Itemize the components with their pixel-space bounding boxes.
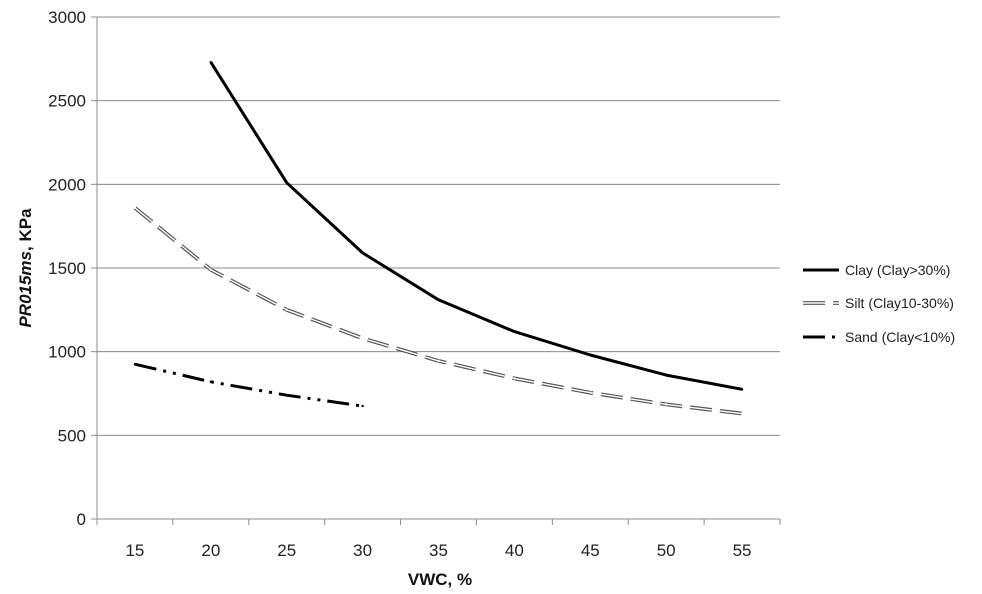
data-point	[664, 403, 668, 406]
data-point	[209, 268, 213, 271]
data-point	[361, 251, 364, 255]
x-tick-label: 40	[505, 541, 524, 560]
tick-labels: 0 500 1000 1500 2000 2500 3000 15 20 25 30 35 40 45 50…	[48, 8, 751, 560]
series-line-0	[209, 60, 744, 391]
x-tick-label: 55	[733, 541, 752, 560]
y-axis-title-unit: , KPa	[16, 208, 35, 251]
series-path	[134, 362, 363, 408]
data-point	[437, 359, 440, 363]
y-tick-label: 1000	[48, 343, 86, 362]
y-tick-label: 2500	[48, 92, 86, 111]
data-point	[589, 353, 592, 357]
data-point	[740, 412, 744, 415]
gridlines	[97, 16, 780, 436]
data-point	[285, 181, 288, 184]
y-tick-label: 500	[58, 426, 86, 445]
legend-item-0: Clay (Clay>30%)	[803, 262, 950, 278]
y-tick-label: 1500	[48, 259, 86, 278]
data-point	[513, 377, 516, 380]
series-path	[133, 206, 743, 416]
x-axis-title: VWC, %	[408, 570, 472, 589]
y-axis-title-italic: PR015ms	[16, 251, 35, 328]
y-tick-label: 3000	[48, 8, 86, 27]
x-tick-label: 50	[657, 541, 676, 560]
x-tick-label: 30	[353, 541, 372, 560]
data-point	[133, 206, 137, 209]
data-point	[740, 388, 744, 391]
data-point	[437, 298, 440, 301]
data-point	[589, 391, 592, 394]
series-line-2	[133, 362, 364, 408]
data-point	[513, 330, 516, 333]
legend: Clay (Clay>30%) Silt (Clay10-30%) Sand (Cl…	[803, 262, 955, 345]
legend-label: Silt (Clay10-30%)	[845, 295, 954, 311]
x-tick-label: 45	[581, 541, 600, 560]
data-point	[285, 308, 288, 312]
series-path	[209, 61, 743, 391]
series-line-1	[133, 206, 744, 416]
series-path-inner	[134, 207, 743, 415]
data-point	[285, 393, 288, 397]
x-tick-label: 20	[201, 541, 220, 560]
data-point	[361, 337, 364, 340]
legend-item-2: Sand (Clay<10%)	[803, 329, 955, 345]
data-point	[209, 60, 213, 64]
legend-label: Sand (Clay<10%)	[845, 329, 955, 345]
data-point	[664, 373, 668, 377]
x-tick-label: 35	[429, 541, 448, 560]
data-point	[133, 363, 137, 366]
y-tick-label: 0	[77, 510, 86, 529]
x-tick-label: 25	[277, 541, 296, 560]
axes	[91, 16, 781, 525]
y-axis-title: PR015ms, KPa	[16, 208, 35, 328]
x-tick-label: 15	[125, 541, 144, 560]
data-point	[209, 380, 213, 383]
legend-label: Clay (Clay>30%)	[845, 262, 950, 278]
legend-item-1: Silt (Clay10-30%)	[803, 295, 954, 311]
y-tick-label: 2000	[48, 175, 86, 194]
data-point	[361, 404, 364, 408]
series-lines	[133, 60, 744, 416]
